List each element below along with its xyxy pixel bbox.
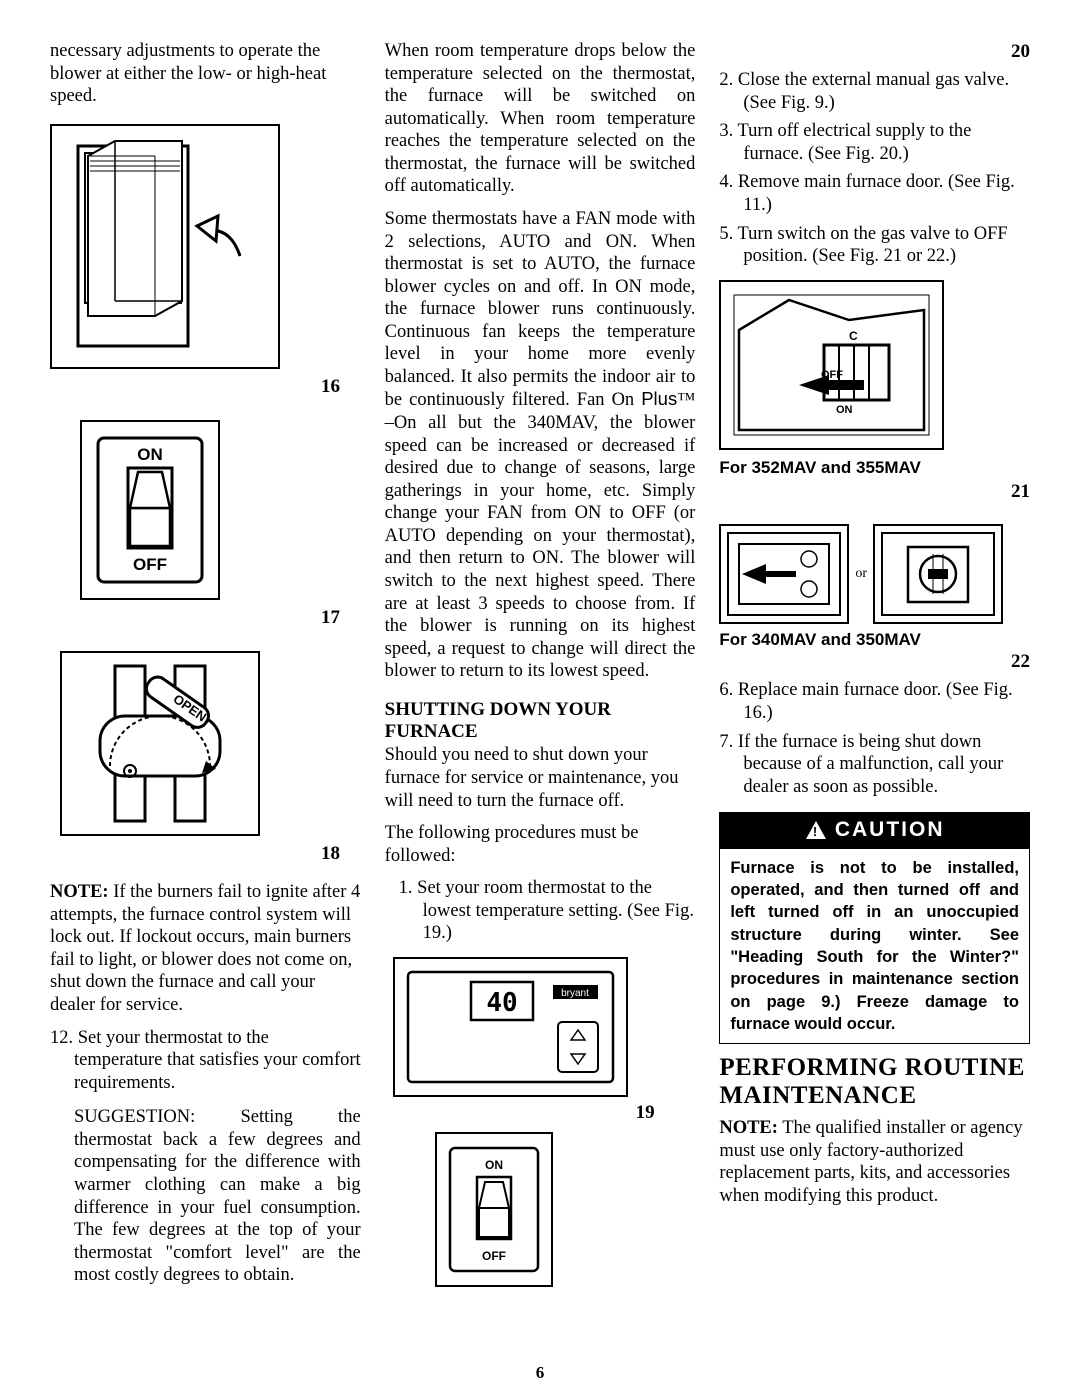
list-item-5: 5. Turn switch on the gas valve to OFF p… <box>719 223 1030 268</box>
figure-21: C OFF ON <box>719 280 944 450</box>
column-1: necessary adjustments to operate the blo… <box>50 40 361 1377</box>
note-label-3: NOTE: <box>719 1118 778 1138</box>
column-2: When room temperature drops below the te… <box>385 40 696 1377</box>
list-item-7: 7. If the furnace is being shut down bec… <box>719 731 1030 799</box>
fan-mode-text: Some thermostats have a FAN mode with 2 … <box>385 208 696 683</box>
figure-20-number: 20 <box>719 40 1030 63</box>
figure-16-number: 16 <box>50 375 340 398</box>
step-list-col3b: 6. Replace main furnace door. (See Fig. … <box>719 679 1030 804</box>
figure-18: OPEN <box>60 651 260 836</box>
heading-maintenance: PERFORMING ROUTINE MAINTENANCE <box>719 1054 1030 1109</box>
figure-22: or <box>719 524 1030 624</box>
svg-text:ON: ON <box>485 1158 503 1172</box>
column-3: 20 2. Close the external manual gas valv… <box>719 40 1030 1377</box>
page-number: 6 <box>0 1363 1080 1383</box>
gas-valve-21-icon: C OFF ON <box>729 290 934 440</box>
list-item-12: 12. Set your thermostat to the temperatu… <box>50 1027 361 1095</box>
suggestion-text: SUGGESTION: Setting the thermostat back … <box>50 1106 361 1287</box>
intro-text: necessary adjustments to operate the blo… <box>50 40 361 108</box>
figure-19-thermostat: 40 bryant <box>393 957 628 1097</box>
note-label: NOTE: <box>50 882 109 902</box>
svg-text:OFF: OFF <box>482 1249 506 1263</box>
caution-body: Furnace is not to be installed, operated… <box>719 848 1030 1044</box>
list-item-3: 3. Turn off electrical supply to the fur… <box>719 120 1030 165</box>
switch-small-icon: ON OFF <box>444 1142 544 1277</box>
svg-text:C: C <box>849 329 858 343</box>
valve-right-icon <box>878 529 998 619</box>
heading-shutdown: SHUTTING DOWN YOUR FURNACE <box>385 699 696 743</box>
step-list-col1: 12. Set your thermostat to the temperatu… <box>50 1027 361 1101</box>
list-item-1: 1. Set your room thermostat to the lowes… <box>399 877 696 945</box>
caution-label: CAUTION <box>835 817 945 843</box>
furnace-door-icon <box>60 136 270 356</box>
svg-text:40: 40 <box>486 988 517 1018</box>
gas-valve-icon: OPEN <box>70 661 250 826</box>
svg-text:bryant: bryant <box>561 988 589 999</box>
or-label: or <box>855 565 867 582</box>
step-list-col3a: 2. Close the external manual gas valve. … <box>719 69 1030 274</box>
step-list-col2: 1. Set your room thermostat to the lowes… <box>385 877 696 951</box>
list-item-2: 2. Close the external manual gas valve. … <box>719 69 1030 114</box>
svg-text:OFF: OFF <box>133 555 167 574</box>
svg-text:OFF: OFF <box>821 369 843 381</box>
figure-21-number: 21 <box>719 480 1030 503</box>
warning-triangle-icon: ! <box>805 820 827 840</box>
thermo-auto-text: When room temperature drops below the te… <box>385 40 696 198</box>
figure-20-switch: ON OFF <box>435 1132 553 1287</box>
thermostat-icon: 40 bryant <box>403 967 618 1087</box>
svg-text:ON: ON <box>836 404 853 416</box>
figure-16 <box>50 124 280 369</box>
valve-left-icon <box>724 529 844 619</box>
shutdown-follow: The following procedures must be followe… <box>385 822 696 867</box>
figure-22-label: For 340MAV and 350MAV <box>719 630 1030 651</box>
note-paragraph: NOTE: If the burners fail to ignite afte… <box>50 881 361 1016</box>
maintenance-note: NOTE: The qualified installer or agency … <box>719 1117 1030 1207</box>
list-item-6: 6. Replace main furnace door. (See Fig. … <box>719 679 1030 724</box>
figure-19-number: 19 <box>385 1101 655 1124</box>
on-off-switch-icon: ON OFF <box>90 430 210 590</box>
caution-header: ! CAUTION <box>719 812 1030 848</box>
figure-22-number: 22 <box>719 650 1030 673</box>
figure-17: ON OFF <box>80 420 220 600</box>
figure-18-number: 18 <box>50 842 340 865</box>
svg-text:!: ! <box>813 824 819 839</box>
figure-17-number: 17 <box>50 606 340 629</box>
figure-21-label: For 352MAV and 355MAV <box>719 458 1030 479</box>
list-item-4: 4. Remove main furnace door. (See Fig. 1… <box>719 171 1030 216</box>
svg-text:ON: ON <box>137 445 163 464</box>
shutdown-intro: Should you need to shut down your furnac… <box>385 744 696 812</box>
